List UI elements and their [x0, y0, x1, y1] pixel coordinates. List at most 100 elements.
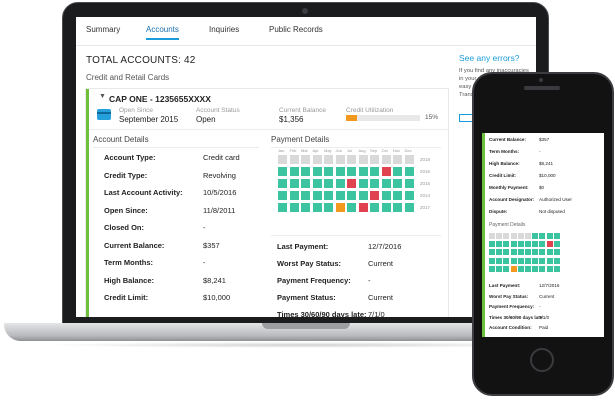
tab-summary[interactable]: Summary	[86, 25, 121, 34]
laptop-shadow	[40, 342, 570, 348]
payment-cell	[532, 249, 539, 256]
year-label: 2014	[420, 193, 431, 198]
payment-cell	[525, 257, 531, 264]
payment-cell	[358, 191, 368, 200]
payment-cell	[301, 191, 310, 200]
laptop-notch	[262, 323, 350, 329]
payment-cell	[489, 241, 495, 248]
divider	[89, 129, 448, 130]
home-button[interactable]	[530, 348, 554, 372]
divider	[93, 147, 259, 148]
divider	[271, 235, 441, 236]
payment-cell	[503, 241, 510, 248]
payment-cell	[278, 179, 287, 188]
credit-utilization-bar	[346, 115, 420, 121]
mobile-payment-heading: Payment Details	[489, 222, 526, 228]
payment-cell	[546, 241, 553, 248]
detail-row-value: Revolving	[203, 170, 236, 180]
payment-cell	[289, 179, 299, 188]
payment-cell	[546, 233, 553, 239]
payment-row-value: 7/1/0	[368, 310, 385, 317]
mobile-payment-row: Times 30/60/90 days late: 7/1/0	[489, 315, 603, 324]
mobile-payment-row-value: 7/1/0	[539, 314, 550, 320]
payment-cell	[510, 241, 517, 248]
year-label: 2017	[420, 205, 431, 210]
mobile-detail-row-label: Current Balance:	[489, 137, 527, 142]
payment-cell	[546, 265, 553, 272]
detail-row-label: Closed On:	[104, 223, 145, 232]
mobile-payment-history-grid	[489, 233, 560, 278]
payment-cell	[347, 167, 356, 176]
payment-cell	[358, 203, 368, 212]
payment-cell	[289, 167, 299, 176]
tab-accounts[interactable]: Accounts	[146, 25, 179, 40]
payment-cell	[510, 249, 517, 256]
mobile-payment-row: Payment Frequency: -	[489, 304, 603, 313]
payment-cell	[525, 249, 531, 256]
section-title: Credit and Retail Cards	[86, 73, 170, 82]
tab-inquiries[interactable]: Inquiries	[209, 25, 240, 34]
payment-cell	[496, 241, 503, 248]
payment-row-value: Current	[368, 259, 394, 268]
mobile-detail-row: High Balance: $8,241	[489, 161, 603, 170]
payment-cell	[324, 155, 333, 164]
detail-row-label: Current Balance:	[104, 240, 165, 250]
mobile-detail-row-value: $0	[539, 185, 545, 190]
payment-cell	[553, 249, 560, 256]
tab-public-records[interactable]: Public Records	[269, 25, 323, 34]
payment-cell	[553, 241, 560, 248]
mobile-detail-row-label: Credit Limit:	[489, 173, 517, 178]
month-label: Jan	[278, 148, 285, 153]
mobile-detail-row: Monthly Payment: $0	[489, 185, 603, 194]
payment-cell	[358, 167, 368, 176]
payment-cell	[532, 233, 539, 239]
month-label: May	[324, 148, 332, 153]
chevron-down-icon[interactable]: ▼	[99, 93, 106, 100]
mobile-detail-row-value: $357	[539, 137, 550, 142]
payment-cell	[525, 233, 531, 239]
payment-cell	[553, 265, 560, 272]
account-title[interactable]: CAP ONE - 1235655XXXX	[109, 94, 211, 104]
payment-cell	[404, 155, 414, 164]
payment-cell	[503, 249, 510, 256]
payment-cell	[370, 179, 379, 188]
mobile-detail-row-value: $10,000	[539, 173, 556, 178]
payment-cell	[278, 167, 287, 176]
payment-cell	[539, 257, 546, 264]
dispute-link[interactable]: See any errors?	[459, 53, 520, 63]
detail-row: Credit Limit: $10,000	[104, 293, 274, 305]
detail-row-label: Credit Limit:	[104, 293, 149, 302]
payment-cell	[553, 257, 560, 264]
page-title: TOTAL ACCOUNTS: 42	[86, 55, 196, 66]
month-label: Apr	[312, 148, 319, 153]
payment-row-value: -	[368, 276, 371, 285]
payment-cell	[393, 191, 402, 200]
detail-row: Account Type: Credit card	[104, 153, 274, 165]
mobile-payment-row-label: Payment Frequency:	[489, 304, 535, 309]
payment-cell	[404, 203, 414, 212]
month-label: Dec	[404, 148, 412, 153]
tab-divider	[76, 45, 536, 46]
payment-cell	[553, 233, 560, 239]
current-balance-label: Current Balance	[279, 107, 326, 114]
payment-row-label: Payment Status:	[277, 293, 336, 302]
mobile-detail-row-label: Monthly Payment:	[489, 185, 529, 190]
month-label: Mar	[301, 148, 308, 153]
payment-cell	[324, 167, 333, 176]
payment-cell	[539, 241, 546, 248]
mobile-detail-row-label: Dispute:	[489, 209, 508, 214]
payment-cell	[301, 203, 310, 212]
payment-cell	[381, 167, 391, 176]
mobile-payment-row: Account Condition: Paid	[489, 325, 603, 334]
payment-cell	[393, 155, 402, 164]
mobile-payment-row-value: Paid	[539, 325, 549, 330]
payment-cell	[517, 249, 524, 256]
payment-cell	[324, 179, 333, 188]
payment-cell	[517, 265, 524, 272]
payment-cell	[404, 191, 414, 200]
account-details-heading: Account Details	[93, 135, 149, 144]
mobile-detail-row-value: $8,241	[539, 161, 554, 166]
detail-row: Open Since: 11/8/2011	[104, 206, 274, 218]
mobile-payment-row-label: Times 30/60/90 days late:	[489, 314, 544, 320]
payment-cell	[489, 233, 495, 239]
